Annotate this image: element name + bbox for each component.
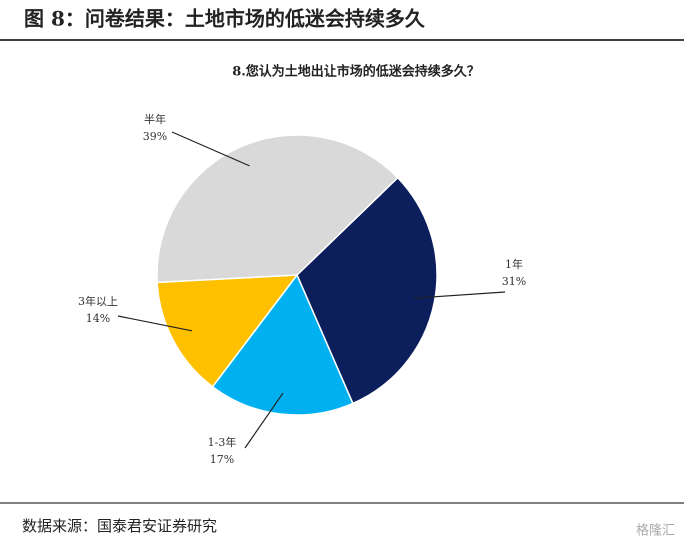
slice-value-label: 39%: [143, 130, 167, 143]
watermark: 格隆汇: [636, 523, 675, 539]
chart-title: 8.您认为土地出让市场的低迷会持续多久？: [232, 64, 480, 80]
pie-slice: [211, 273, 354, 416]
slice-label: 3年以上: [78, 294, 118, 308]
slice-value-label: 31%: [502, 275, 526, 288]
leader-line: [171, 131, 250, 167]
slice-value-label: 17%: [210, 453, 234, 466]
pie-slice: [296, 176, 438, 405]
slice-label: 半年: [144, 112, 166, 126]
leader-line: [413, 291, 506, 299]
pie-slice: [156, 134, 399, 284]
slice-label: 1-3年: [208, 435, 237, 449]
slice-value-label: 14%: [86, 312, 110, 325]
pie-slice: [156, 274, 299, 388]
figure-title: 图 8：问卷结果：土地市场的低迷会持续多久: [24, 7, 426, 31]
slice-label: 1年: [505, 257, 523, 271]
source: 数据来源：国泰君安证券研究: [22, 517, 217, 535]
leader-line: [117, 315, 193, 332]
leader-line: [244, 392, 284, 449]
